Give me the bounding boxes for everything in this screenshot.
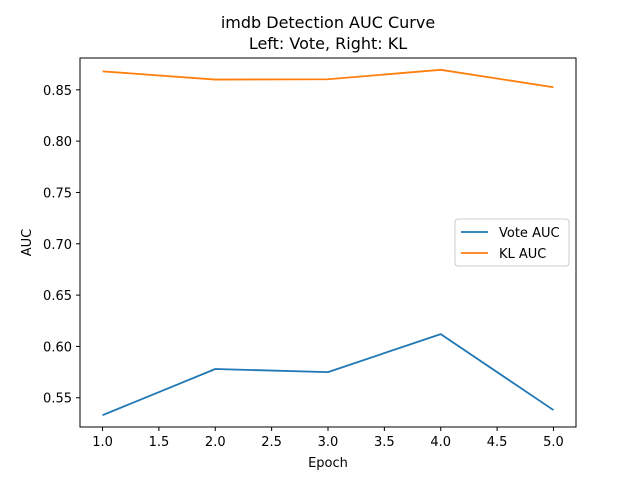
legend-label-kl-auc: KL AUC [499, 247, 546, 262]
y-tick-label: 0.85 [43, 84, 72, 99]
y-tick-label: 0.80 [43, 135, 72, 150]
chart-title-line-1: imdb Detection AUC Curve [221, 13, 435, 32]
plot-frame [79, 57, 577, 428]
legend-box [454, 218, 570, 267]
kl-auc-line [102, 68, 554, 89]
legend-label-vote-auc: Vote AUC [499, 226, 560, 241]
x-tick-label: 3.0 [318, 435, 339, 450]
y-tick-label: 0.55 [43, 392, 72, 407]
y-tick-label: 0.60 [43, 340, 72, 355]
x-tick-label: 1.0 [92, 435, 113, 450]
chart-title-line-2: Left: Vote, Right: KL [249, 34, 407, 53]
x-tick-label: 3.5 [374, 435, 395, 450]
x-tick-label: 2.5 [261, 435, 282, 450]
y-tick-label: 0.65 [43, 289, 72, 304]
y-tick-label: 0.75 [43, 186, 72, 201]
x-axis-label: Epoch [308, 456, 348, 471]
x-tick-label: 1.5 [149, 435, 170, 450]
x-axis-ticks: 1.0 1.5 2.0 2.5 3.0 3.5 4.0 4.5 5.0 [92, 427, 564, 450]
chart-title: imdb Detection AUC Curve Left: Vote, Rig… [221, 13, 435, 53]
legend: Vote AUC KL AUC [454, 218, 570, 267]
x-tick-label: 5.0 [543, 435, 564, 450]
y-axis-ticks: 0.55 0.60 0.65 0.70 0.75 0.80 0.85 [43, 84, 80, 407]
x-tick-label: 2.0 [205, 435, 226, 450]
y-axis-label: AUC [20, 229, 35, 257]
series-lines [102, 68, 554, 417]
vote-auc-line [102, 333, 554, 417]
y-tick-label: 0.70 [43, 238, 72, 253]
x-tick-label: 4.5 [487, 435, 508, 450]
x-tick-label: 4.0 [430, 435, 451, 450]
